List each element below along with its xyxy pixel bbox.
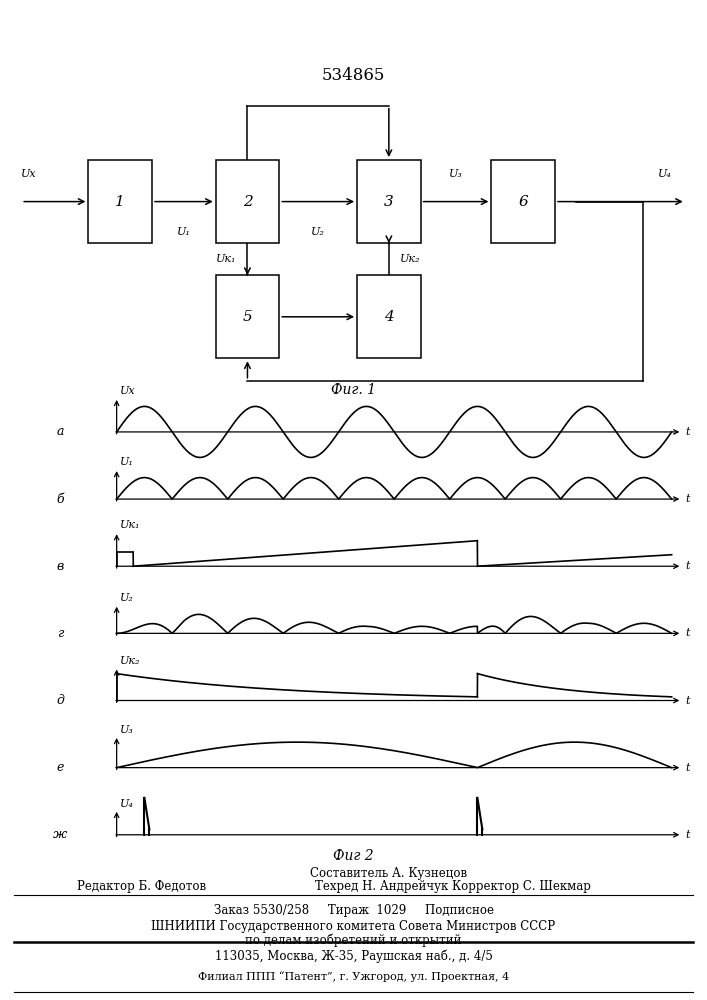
Text: U₂: U₂: [120, 593, 134, 603]
Bar: [357, 160, 421, 243]
Text: t: t: [686, 830, 690, 840]
Text: 1: 1: [115, 195, 125, 209]
Text: Uх: Uх: [21, 169, 37, 179]
Text: t: t: [686, 561, 690, 571]
Text: U₄: U₄: [658, 169, 672, 179]
Text: а: а: [57, 425, 64, 438]
Text: U₃: U₃: [449, 169, 463, 179]
Text: 3: 3: [384, 195, 394, 209]
Text: 6: 6: [518, 195, 528, 209]
Bar: [88, 160, 152, 243]
Text: Фиг 2: Фиг 2: [333, 849, 374, 863]
Bar: [216, 275, 279, 358]
Text: Редактор Б. Федотов: Редактор Б. Федотов: [77, 880, 206, 893]
Text: t: t: [686, 628, 690, 638]
Text: 2: 2: [243, 195, 252, 209]
Text: Техред Н. Андрейчук Корректор С. Шекмар: Техред Н. Андрейчук Корректор С. Шекмар: [315, 880, 590, 893]
Text: Заказ 5530/258     Тираж  1029     Подписное: Заказ 5530/258 Тираж 1029 Подписное: [214, 904, 493, 917]
Text: U₁: U₁: [120, 457, 134, 467]
Text: по делам изобретений и открытий: по делам изобретений и открытий: [245, 934, 462, 947]
Text: U₃: U₃: [120, 725, 134, 735]
Text: д: д: [56, 694, 64, 707]
Text: в: в: [57, 560, 64, 573]
Text: 5: 5: [243, 310, 252, 324]
Text: U₂: U₂: [311, 227, 325, 237]
Text: 113035, Москва, Ж-35, Раушская наб., д. 4/5: 113035, Москва, Ж-35, Раушская наб., д. …: [214, 949, 493, 963]
Text: г: г: [57, 627, 64, 640]
Text: U₄: U₄: [120, 799, 134, 809]
Text: Uх: Uх: [120, 386, 136, 396]
Text: ШНИИПИ Государственного комитета Совета Министров СССР: ШНИИПИ Государственного комитета Совета …: [151, 920, 556, 933]
Bar: [216, 160, 279, 243]
Text: Филиал ППП “Патент”, г. Ужгород, ул. Проектная, 4: Филиал ППП “Патент”, г. Ужгород, ул. Про…: [198, 971, 509, 982]
Text: 4: 4: [384, 310, 394, 324]
Text: б: б: [57, 493, 64, 506]
Text: t: t: [686, 696, 690, 706]
Text: t: t: [686, 494, 690, 504]
Bar: [491, 160, 555, 243]
Bar: [357, 275, 421, 358]
Text: Uк₂: Uк₂: [120, 656, 141, 666]
Text: Uк₁: Uк₁: [120, 520, 141, 530]
Text: Uк₂: Uк₂: [399, 254, 420, 264]
Text: ж: ж: [53, 828, 67, 841]
Text: U₁: U₁: [177, 227, 191, 237]
Text: t: t: [686, 763, 690, 773]
Text: 534865: 534865: [322, 68, 385, 85]
Text: Uк₁: Uк₁: [216, 254, 237, 264]
Text: t: t: [686, 427, 690, 437]
Text: Фиг. 1: Фиг. 1: [331, 383, 376, 397]
Text: е: е: [57, 761, 64, 774]
Text: Составитель А. Кузнецов: Составитель А. Кузнецов: [310, 867, 467, 880]
